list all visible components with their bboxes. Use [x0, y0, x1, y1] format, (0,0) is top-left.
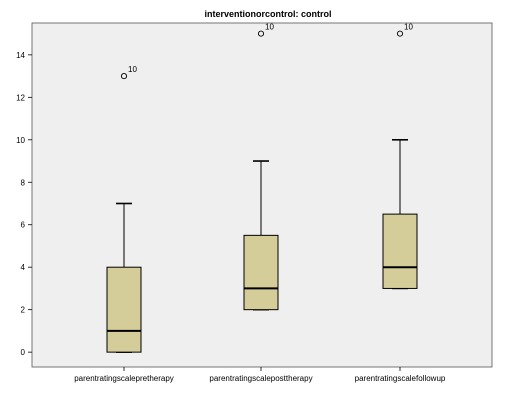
outlier-point [396, 30, 404, 37]
y-tick-label: 2 [21, 306, 26, 315]
y-tick-label: 0 [21, 348, 26, 357]
box-iqr [243, 234, 279, 311]
outlier-label: 10 [265, 23, 274, 32]
plot-area [31, 22, 493, 368]
y-tick-label: 14 [16, 51, 25, 60]
y-tick-label: 4 [21, 263, 26, 272]
box-iqr [382, 213, 418, 289]
y-tick-label: 10 [16, 136, 25, 145]
chart-title: interventionorcontrol: control [205, 9, 332, 19]
y-tick-label: 6 [21, 221, 26, 230]
category-label: parentratingscaleposttherapy [209, 374, 312, 383]
outlier-point [257, 30, 265, 37]
outlier-point [120, 73, 128, 80]
category-label: parentratingscalepretherapy [74, 374, 174, 383]
outlier-label: 10 [128, 65, 137, 74]
category-label: parentratingscalefollowup [355, 374, 446, 383]
box-iqr [106, 266, 142, 353]
outlier-label: 10 [404, 23, 413, 32]
y-tick-label: 12 [16, 93, 25, 102]
y-tick-label: 8 [21, 178, 26, 187]
